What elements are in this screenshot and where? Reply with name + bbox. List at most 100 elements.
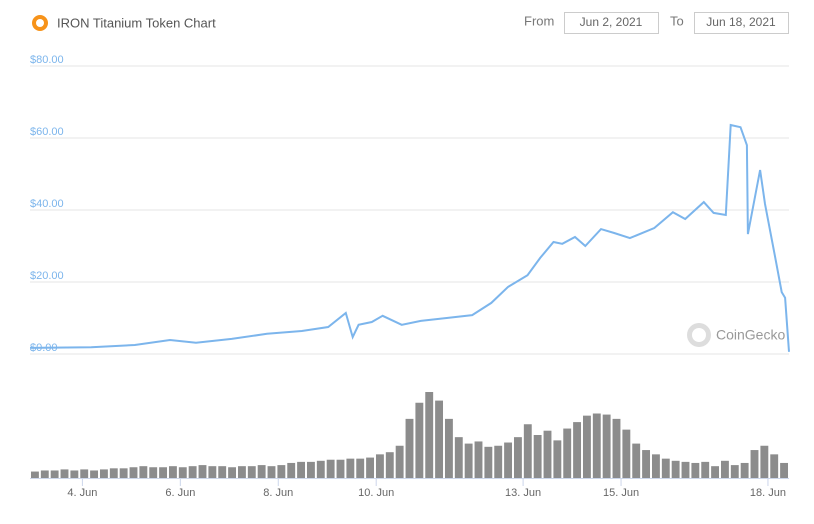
volume-bar — [454, 437, 463, 478]
volume-bar — [750, 450, 759, 478]
volume-bar — [267, 466, 276, 478]
volume-bar — [277, 465, 286, 478]
volume-bar — [356, 458, 365, 478]
volume-bar — [780, 462, 789, 478]
volume-bar — [681, 461, 690, 478]
volume-bar — [50, 470, 59, 478]
volume-bar — [188, 466, 197, 478]
x-tick-label: 10. Jun — [358, 487, 394, 499]
volume-bar — [139, 466, 148, 478]
x-tick-label: 4. Jun — [67, 487, 97, 499]
x-tick-label: 8. Jun — [263, 487, 293, 499]
volume-bar — [316, 460, 325, 478]
watermark-logo-inner — [692, 328, 706, 342]
volume-bar — [306, 461, 315, 478]
to-label: To — [670, 13, 684, 28]
volume-bar — [257, 465, 266, 478]
from-input[interactable] — [564, 12, 659, 34]
y-tick-label: $40.00 — [30, 198, 64, 210]
x-tick-label: 13. Jun — [505, 487, 541, 499]
volume-bar — [149, 467, 158, 478]
volume-bar — [533, 435, 542, 478]
token-icon-inner — [36, 19, 44, 27]
volume-bar — [366, 457, 375, 478]
from-label: From — [524, 13, 554, 28]
watermark: CoinGecko — [716, 327, 785, 343]
x-tick-label: 6. Jun — [165, 487, 195, 499]
volume-bar — [701, 461, 710, 478]
volume-bar — [730, 465, 739, 478]
volume-bar — [395, 445, 404, 478]
volume-bar — [99, 469, 108, 478]
volume-bar — [178, 467, 187, 478]
volume-bar — [336, 459, 345, 478]
volume-bar — [504, 442, 513, 478]
volume-bar — [247, 466, 256, 478]
y-tick-label: $80.00 — [30, 54, 64, 66]
volume-bar — [70, 470, 79, 478]
volume-bar — [375, 454, 384, 478]
volume-bar — [464, 443, 473, 478]
volume-bar — [573, 422, 582, 478]
volume-bar — [602, 414, 611, 478]
volume-bar — [661, 458, 670, 478]
volume-bar — [326, 459, 335, 478]
volume-bar — [691, 462, 700, 478]
volume-bar — [80, 469, 89, 478]
price-line — [29, 123, 790, 352]
volume-bar — [711, 466, 720, 478]
y-tick-label: $60.00 — [30, 126, 64, 138]
volume-bar — [405, 418, 414, 478]
volume-bar — [30, 471, 39, 478]
to-date[interactable]: Jun 18, 2021 — [706, 15, 776, 29]
volume-bar — [563, 428, 572, 478]
volume-bar — [208, 466, 217, 478]
volume-bar — [218, 466, 227, 478]
volume-bar — [415, 402, 424, 478]
y-tick-label: $20.00 — [30, 270, 64, 282]
volume-bar — [740, 462, 749, 478]
to-input[interactable] — [694, 12, 789, 34]
volume-bar — [720, 460, 729, 478]
volume-bar — [553, 440, 562, 478]
volume-bar — [119, 468, 128, 478]
volume-bar — [671, 460, 680, 478]
volume-bar — [237, 466, 246, 478]
volume-bar — [444, 418, 453, 478]
from-date[interactable]: Jun 2, 2021 — [580, 15, 643, 29]
volume-bar — [612, 418, 621, 478]
volume-bar — [484, 446, 493, 478]
volume-bar — [632, 443, 641, 478]
volume-bar — [592, 413, 601, 478]
volume-bar — [40, 470, 49, 478]
volume-bar — [651, 454, 660, 478]
volume-bar — [109, 468, 118, 478]
volume-bar — [513, 437, 522, 478]
volume-bar — [770, 454, 779, 478]
volume-bar — [168, 466, 177, 478]
volume-bar — [543, 430, 552, 478]
volume-bar — [760, 445, 769, 478]
x-tick-label: 15. Jun — [603, 487, 639, 499]
volume-bar — [494, 445, 503, 478]
volume-bar — [523, 424, 532, 478]
volume-bar — [129, 467, 138, 478]
volume-bar — [642, 450, 651, 478]
volume-bar — [90, 470, 99, 478]
volume-bar — [435, 400, 444, 478]
volume-bar — [582, 415, 591, 478]
volume-bar — [287, 462, 296, 478]
chart-title: IRON Titanium Token Chart — [57, 15, 216, 30]
volume-bar — [622, 429, 631, 478]
volume-bar — [198, 465, 207, 478]
volume-bar — [159, 467, 168, 478]
x-tick-label: 18. Jun — [750, 487, 786, 499]
volume-bar — [60, 469, 69, 478]
volume-bar — [228, 467, 237, 478]
volume-bar — [385, 452, 394, 478]
volume-bar — [425, 392, 434, 478]
volume-bar — [474, 441, 483, 478]
volume-bar — [346, 458, 355, 478]
volume-bar — [297, 461, 306, 478]
